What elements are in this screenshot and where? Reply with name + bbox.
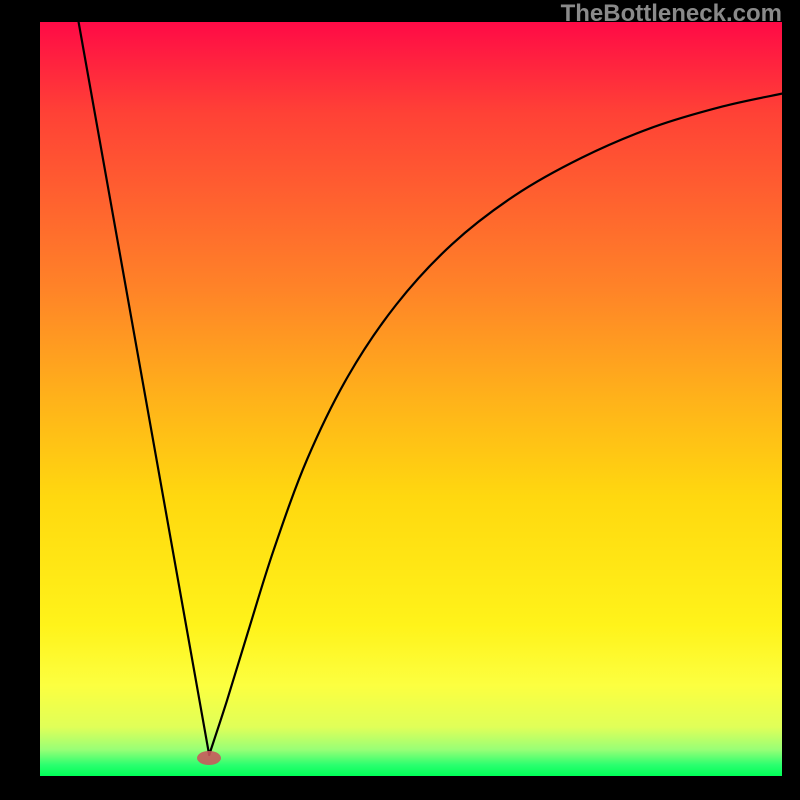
curve-left-segment [79,22,210,755]
frame-left [0,0,40,800]
chart-container: TheBottleneck.com [0,0,800,800]
watermark-text: TheBottleneck.com [561,0,782,28]
frame-right [782,0,800,800]
plot-svg [40,22,782,776]
plot-area [40,22,782,776]
curve-right-segment [209,94,782,755]
vertex-marker [197,751,221,765]
frame-bottom [0,776,800,800]
